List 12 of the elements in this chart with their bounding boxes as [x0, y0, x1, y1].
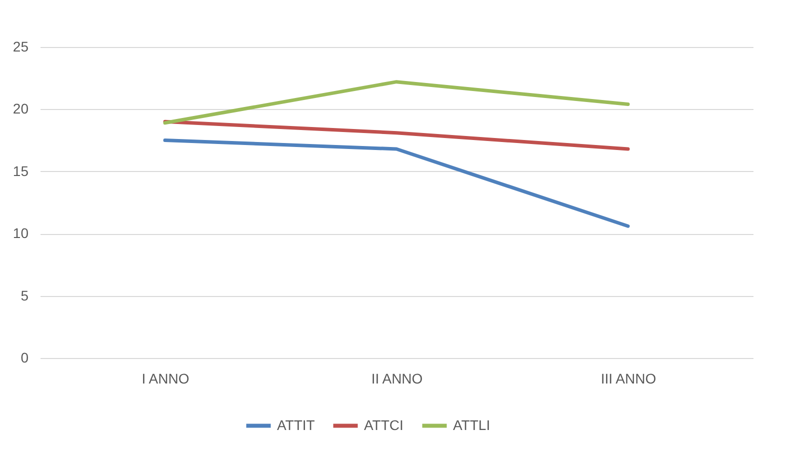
x-tick-label: II ANNO [371, 370, 423, 386]
y-tick-label: 0 [20, 350, 29, 366]
x-tick-label: I ANNO [142, 370, 190, 386]
legend-label: ATTCI [364, 416, 404, 433]
y-tick-label: 15 [12, 162, 29, 179]
legend-label: ATTIT [277, 416, 316, 433]
legend-label: ATTLI [453, 416, 490, 433]
y-tick-label: 5 [20, 287, 29, 304]
y-tick-label: 20 [12, 100, 29, 117]
x-tick-label: III ANNO [600, 370, 656, 386]
y-tick-label: 10 [12, 225, 29, 242]
y-tick-label: 25 [12, 38, 29, 54]
